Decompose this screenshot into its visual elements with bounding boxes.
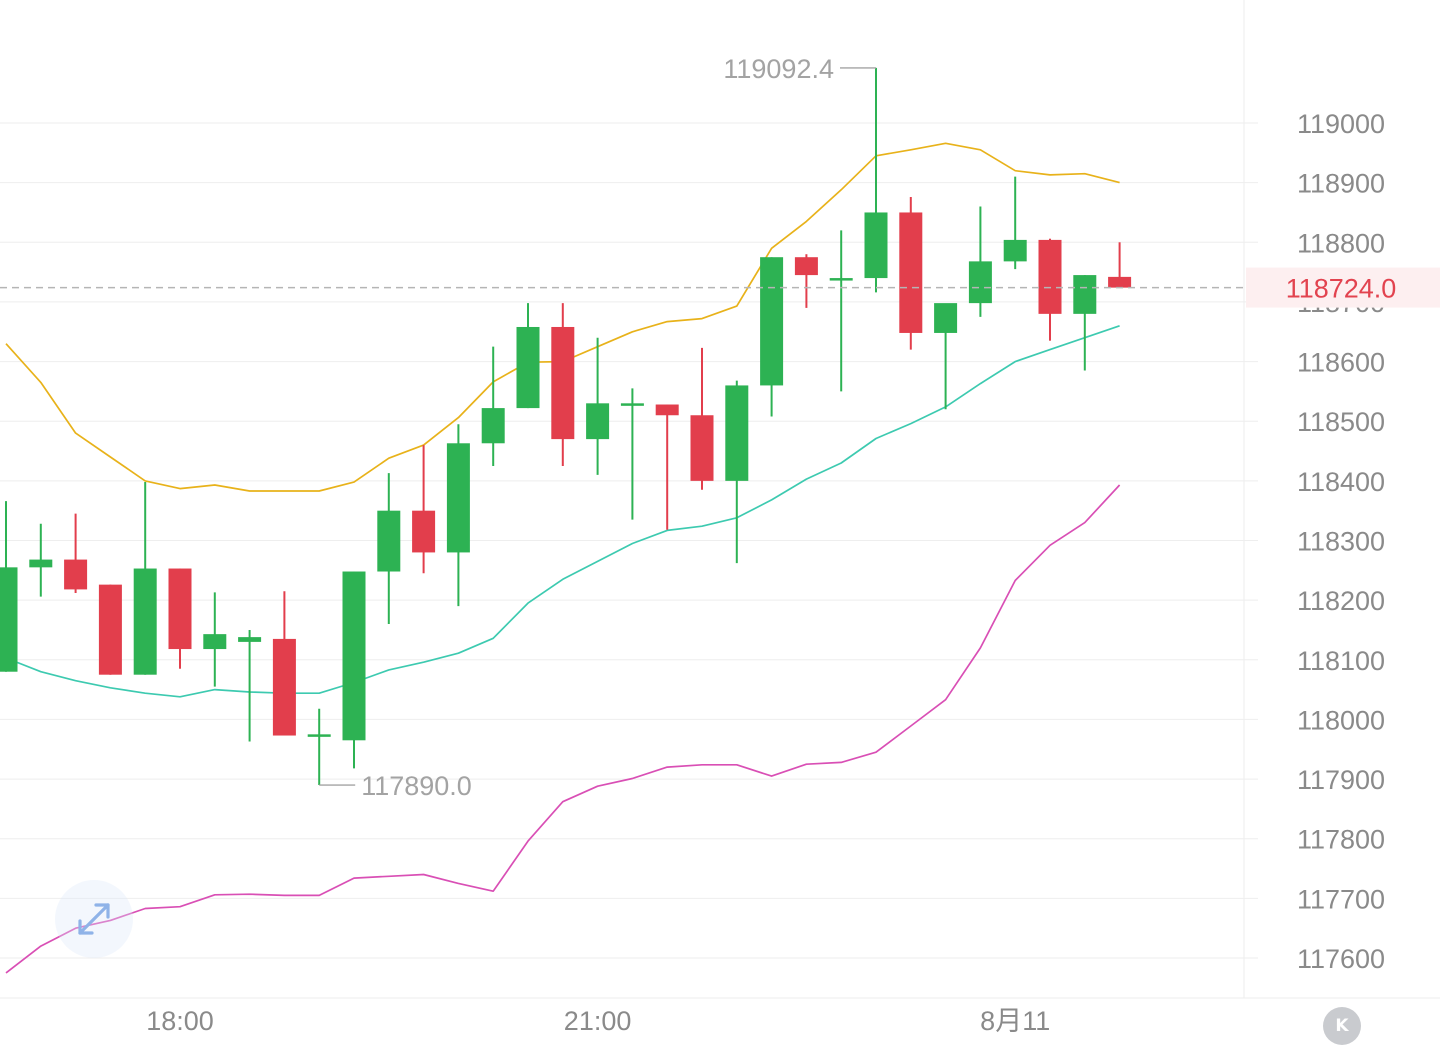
y-tick-label: 119000 [1297,109,1385,139]
y-tick-label: 118200 [1297,586,1385,616]
candle-body [64,559,88,590]
candle-body [0,567,18,672]
y-tick-label: 118800 [1297,228,1385,258]
candle-body [760,257,784,386]
candle-body [342,571,366,741]
candle-body [133,568,157,675]
x-tick-label: 18:00 [146,1006,214,1036]
candle-body [272,638,296,736]
y-tick-label: 118400 [1297,467,1385,497]
x-tick-label: 21:00 [564,1006,632,1036]
y-tick-label: 118900 [1297,169,1385,199]
y-tick-label: 118600 [1297,348,1385,378]
y-tick-label: 118100 [1297,646,1385,676]
low-annotation-label: 117890.0 [361,771,472,801]
candle-body [446,443,470,553]
candle-body [168,568,192,650]
candle-body [203,634,227,650]
candle-body [864,212,888,279]
candle-body [794,257,818,276]
y-tick-label: 118300 [1297,527,1385,557]
candle-body [968,261,992,304]
candle-body [725,385,749,481]
y-tick-label: 117800 [1297,825,1385,855]
candle-body [481,408,505,444]
candle-body [377,510,401,572]
x-tick-label: 8月11 [980,1006,1050,1036]
candle-body [586,403,610,440]
kline-toggle-button[interactable]: K [1323,1007,1361,1045]
y-tick-label: 118500 [1297,407,1385,437]
expand-chart-button[interactable] [55,880,133,958]
candle-body [238,637,262,642]
current-price-label: 118724.0 [1286,274,1397,304]
y-tick-label: 118000 [1297,705,1385,735]
current-price-label-bg [1246,267,1440,308]
y-tick-label: 117700 [1297,884,1385,914]
candle-body [620,403,644,406]
candle-body [829,278,853,281]
candle-body [412,510,436,553]
candle-body [1108,276,1132,288]
candle-body [899,212,923,333]
candle-body [551,326,575,440]
candle-body [307,734,331,737]
middle-band-line [5,324,1120,698]
candle-body [690,415,714,481]
candle-body [1038,239,1062,314]
kline-toggle-label: K [1335,1016,1349,1036]
y-tick-label: 117600 [1297,944,1385,974]
lower-band-line [5,484,1121,974]
candle-body [98,584,122,675]
candle-body [655,404,679,416]
y-tick-label: 117900 [1297,765,1385,795]
candle-body [1003,239,1027,262]
diagonal-expand-arrows-icon [78,903,110,935]
candle-body [1073,275,1097,314]
candle-body [516,326,540,409]
candle-body [29,559,53,568]
high-annotation-label: 119092.4 [723,54,834,84]
candle-body [934,303,958,333]
